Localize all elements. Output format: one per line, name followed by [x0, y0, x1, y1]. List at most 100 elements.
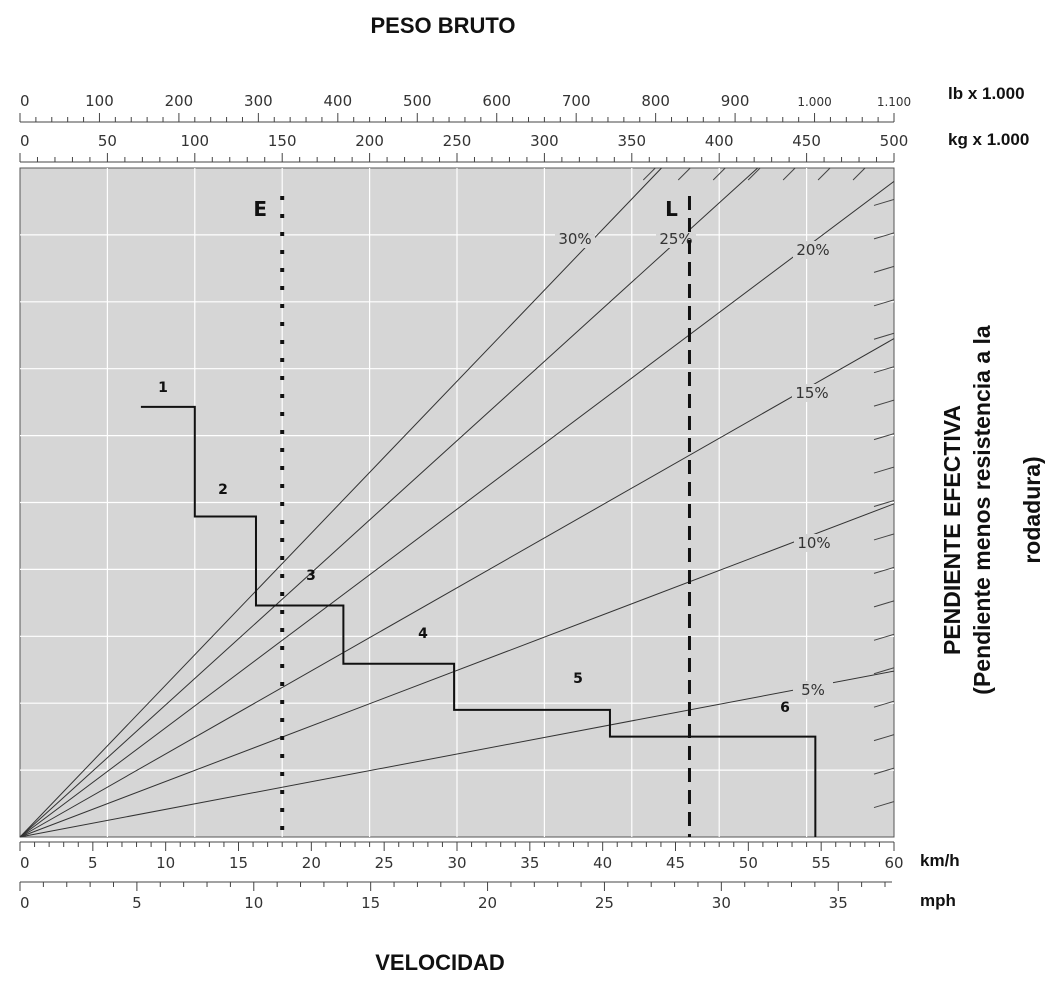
right-axis-tick — [873, 466, 895, 474]
top-axis-tick-label: 700 — [562, 92, 591, 110]
right-axis-tick — [873, 399, 895, 407]
bottom-axis-tick-label: 5 — [132, 894, 142, 912]
bottom-axis-tick-label: 10 — [156, 854, 175, 872]
grade-line — [19, 503, 895, 838]
grade-label: 5% — [801, 681, 825, 699]
gear-label-6: 6 — [780, 700, 790, 716]
grade-line — [19, 180, 895, 838]
grade-line — [19, 167, 662, 838]
x-axis-label: VELOCIDAD — [375, 950, 505, 975]
bottom-axis-tick-label: 50 — [739, 854, 758, 872]
reference-line-label: E — [253, 197, 267, 221]
top-axis-tick-label: 400 — [323, 92, 352, 110]
grade-label: 30% — [558, 230, 591, 248]
top-axis-tick-label: 150 — [268, 132, 297, 150]
top-axis-tick-label: 1.000 — [797, 95, 831, 109]
right-axis-tick — [873, 801, 895, 809]
bottom-axis-tick-label: 30 — [447, 854, 466, 872]
top-axis-tick-label: 900 — [721, 92, 750, 110]
bottom-axis-tick-label: 35 — [829, 894, 848, 912]
right-axis-tick — [873, 232, 895, 240]
top-axis-tick-label: 100 — [180, 132, 209, 150]
right-axis-tick — [873, 633, 895, 641]
bottom-axis-tick-label: 20 — [302, 854, 321, 872]
top-axis-unit: lb x 1.000 — [948, 84, 1025, 103]
right-axis-tick — [873, 533, 895, 541]
bottom-axis-tick-label: 20 — [478, 894, 497, 912]
right-axis-tick — [873, 566, 895, 574]
top-edge-tick — [747, 167, 761, 181]
top-edge-tick — [852, 167, 866, 181]
top-edge-tick — [712, 167, 726, 181]
top-axis-tick-label: 500 — [880, 132, 909, 150]
top-axis-tick-label: 0 — [20, 132, 30, 150]
grade-lines: 30% 25% 20% 15% 10% 5% — [19, 167, 895, 838]
top-axis-tick-label: 1.100 — [877, 95, 911, 109]
bottom-axis-tick-label: 25 — [375, 854, 394, 872]
top-edge-tick — [782, 167, 796, 181]
top-axis-tick-label: 200 — [165, 92, 194, 110]
right-axis-tick — [873, 600, 895, 608]
y-axis-label: PENDIENTE EFECTIVA — [939, 405, 965, 655]
grade-line — [19, 167, 758, 838]
bottom-axis-unit: mph — [920, 891, 956, 910]
top-edge-tick — [817, 167, 831, 181]
reference-line-label: L — [665, 197, 678, 221]
top-edge-tick — [642, 167, 656, 181]
bottom-axis-tick-label: 35 — [520, 854, 539, 872]
top-axis-tick-label: 300 — [244, 92, 273, 110]
grade-line — [19, 338, 895, 838]
right-axis-tick — [873, 366, 895, 374]
bottom-axis-tick-label: 55 — [812, 854, 831, 872]
rimpull-step-line — [140, 405, 817, 837]
gear-label-2: 2 — [218, 482, 228, 498]
grade-label-bg — [555, 230, 595, 248]
right-axis-tick — [873, 767, 895, 775]
bottom-axis-tick-label: 0 — [20, 894, 30, 912]
grade-label-bg — [793, 681, 833, 699]
top-axis-tick-label: 200 — [355, 132, 384, 150]
top-axis-tick-label: 450 — [792, 132, 821, 150]
grade-label: 10% — [797, 534, 830, 552]
grade-label: 15% — [795, 384, 828, 402]
bottom-axis-tick-label: 40 — [593, 854, 612, 872]
y-axis-sublabel-line2: rodadura) — [1019, 456, 1045, 563]
right-axis-tick — [873, 700, 895, 708]
bottom-axis-tick-label: 30 — [712, 894, 731, 912]
right-axis-tick — [873, 500, 895, 507]
top-axis-tick-label: 100 — [85, 92, 114, 110]
bottom-axis-tick-label: 60 — [884, 854, 903, 872]
bottom-axes: 0 5 10 15 20 25 30 35 40 45 50 55 60 km/h 0 5 10 15 20 25 30… — [19, 841, 960, 912]
right-axis-tick — [873, 198, 895, 206]
right-axis-tick — [873, 734, 895, 742]
top-axis-tick-label: 350 — [617, 132, 646, 150]
grade-label-bg — [794, 534, 834, 552]
top-axis-tick-label: 800 — [641, 92, 670, 110]
rimpull-curve: 1 2 3 4 5 6 — [140, 380, 817, 837]
bottom-axis-unit: km/h — [920, 851, 960, 870]
top-edge-tick — [677, 167, 691, 181]
top-axis-unit: kg x 1.000 — [948, 130, 1029, 149]
gear-label-5: 5 — [573, 671, 583, 687]
right-axis-tick — [873, 299, 895, 307]
gear-label-3: 3 — [306, 568, 316, 584]
bottom-axis-tick-label: 10 — [244, 894, 263, 912]
top-axis-tick-label: 250 — [443, 132, 472, 150]
grade-label: 20% — [796, 241, 829, 259]
bottom-axis-tick-label: 45 — [666, 854, 685, 872]
right-axis-ticks — [642, 167, 895, 809]
top-axis-tick-label: 300 — [530, 132, 559, 150]
grade-label-bg — [793, 241, 833, 259]
right-axis-tick — [873, 332, 895, 340]
top-axes: 0 100 200 300 400 500 600 700 800 900 1.000 1.100 lb… — [19, 84, 1029, 163]
right-axis-tick — [873, 433, 895, 441]
top-axis-tick-label: 400 — [705, 132, 734, 150]
top-axis-tick-label: 50 — [98, 132, 117, 150]
bottom-axis-tick-label: 25 — [595, 894, 614, 912]
grade-label-bg — [792, 384, 832, 402]
bottom-axis-tick-label: 0 — [20, 854, 30, 872]
right-axis-tick — [873, 667, 895, 675]
top-axis-tick-label: 0 — [20, 92, 30, 110]
